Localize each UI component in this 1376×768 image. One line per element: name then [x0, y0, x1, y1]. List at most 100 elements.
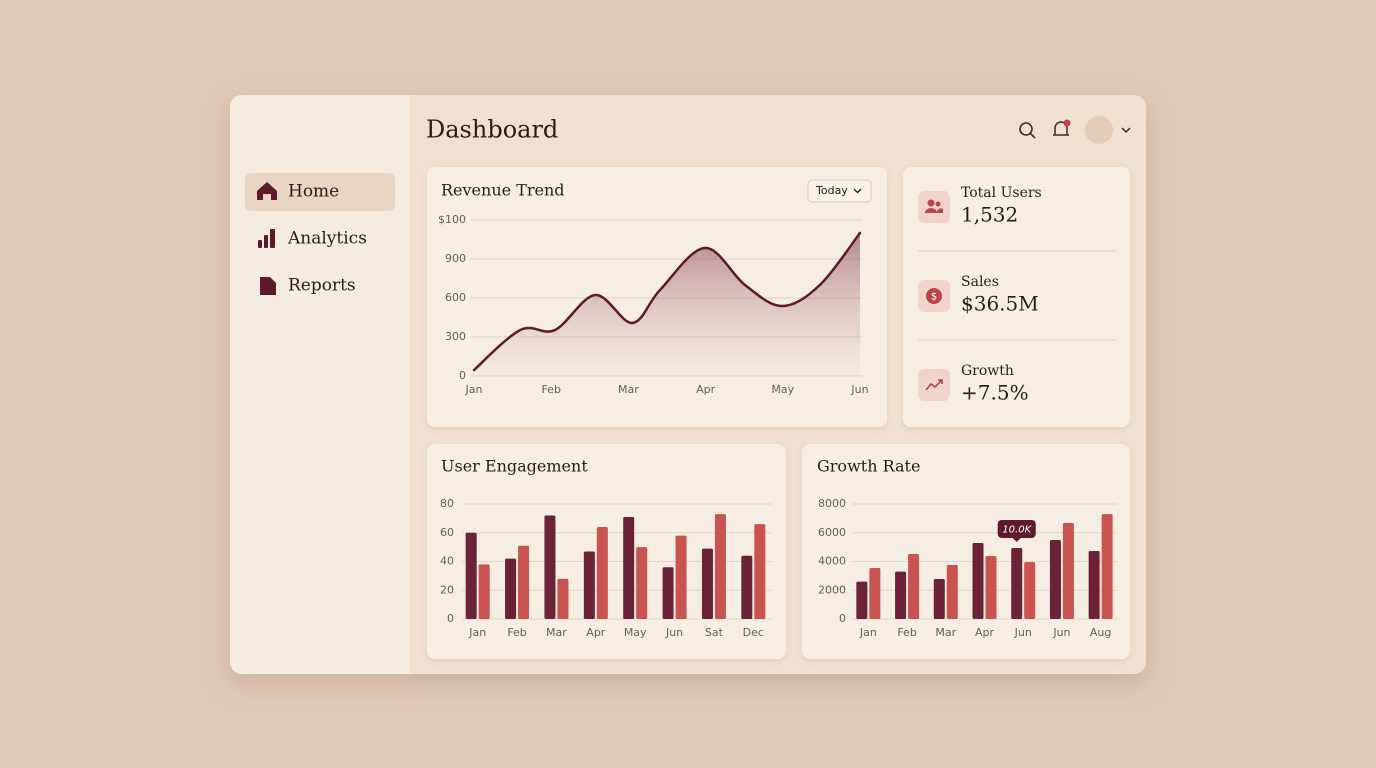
area-fill [474, 233, 860, 376]
bar [544, 515, 556, 619]
svg-text:$: $ [931, 292, 937, 303]
bar [1101, 514, 1113, 619]
stat-label: Growth [961, 363, 1014, 379]
y-tick-label: 0 [447, 612, 454, 625]
x-tick-label: Apr [586, 626, 606, 639]
bar [856, 581, 868, 619]
y-tick-label: 0 [839, 612, 846, 625]
tooltip [997, 519, 1036, 538]
dropdown-label[interactable]: Today [815, 184, 848, 197]
x-tick-label: Mar [546, 626, 567, 639]
nav-item[interactable]: Analytics [287, 229, 367, 249]
bar [1024, 562, 1036, 619]
bar [869, 567, 881, 619]
x-tick-label: Sat [705, 626, 724, 639]
y-tick-label: 300 [445, 330, 466, 343]
card [802, 444, 1130, 659]
home-icon [257, 182, 277, 200]
analytics-icon [258, 229, 275, 248]
y-tick-label: 0 [459, 369, 466, 382]
nav-active[interactable] [245, 173, 395, 211]
bar [478, 564, 490, 619]
stat-label: Total Users [961, 185, 1042, 201]
bar [675, 535, 687, 619]
x-tick-label: Jun [850, 383, 868, 396]
stat-value: $36.5M [961, 292, 1039, 316]
card [903, 167, 1130, 427]
bar [1011, 547, 1023, 619]
y-tick-label: $100 [438, 213, 466, 226]
x-tick-label: Jan [468, 626, 486, 639]
stat-value: +7.5% [961, 381, 1029, 405]
bar [557, 578, 569, 619]
stat-sales: $ Sales $36.5M [918, 274, 1039, 316]
x-tick-label: Jun [1052, 626, 1070, 639]
x-tick-label: May [771, 383, 794, 396]
y-tick-label: 60 [440, 526, 454, 539]
y-tick-label: 2000 [818, 583, 846, 596]
y-tick-label: 80 [440, 497, 454, 510]
bar [985, 556, 997, 619]
bar [1088, 551, 1100, 619]
chart-title: Growth Rate [817, 457, 920, 476]
stat-growth: Growth +7.5% [918, 363, 1029, 405]
tooltip-label: 10.0K [1002, 524, 1032, 535]
bell-icon[interactable] [1053, 119, 1071, 136]
bar [946, 564, 958, 619]
x-tick-label: Apr [975, 626, 995, 639]
y-tick-label: 600 [445, 291, 466, 304]
y-tick-label: 8000 [818, 497, 846, 510]
line [472, 231, 862, 372]
bar [895, 571, 907, 619]
y-tick-label: 900 [445, 252, 466, 265]
x-tick-label: Feb [897, 626, 916, 639]
bar [754, 524, 766, 619]
bar [1062, 522, 1074, 619]
x-tick-label: Jun [1014, 626, 1032, 639]
x-tick-label: Mar [618, 383, 639, 396]
x-tick-label: Feb [541, 383, 560, 396]
stat-users: Total Users 1,532 [918, 185, 1042, 227]
x-tick-label: Jan [859, 626, 877, 639]
bar [623, 516, 635, 619]
x-tick-label: Aug [1090, 626, 1111, 639]
stat-label: Sales [961, 274, 999, 290]
x-tick-label: Jun [665, 626, 683, 639]
bar [636, 547, 648, 619]
avatar[interactable] [1085, 116, 1113, 144]
nav-item[interactable]: Home [288, 182, 339, 202]
bar [1049, 539, 1061, 619]
stat-value: 1,532 [961, 203, 1018, 227]
x-tick-label: Mar [935, 626, 956, 639]
bar [972, 542, 984, 619]
dropdown[interactable] [807, 179, 872, 203]
bar [908, 554, 920, 619]
y-tick-label: 4000 [818, 555, 846, 568]
bar [518, 545, 530, 619]
x-tick-label: Apr [696, 383, 716, 396]
bar [741, 555, 753, 619]
x-tick-label: Dec [743, 626, 764, 639]
x-tick-label: Jan [465, 383, 483, 396]
dropdown-chevron [853, 188, 862, 194]
chart-title: User Engagement [441, 457, 588, 476]
bar [596, 527, 608, 619]
search-icon[interactable] [1019, 122, 1036, 139]
nav-item[interactable]: Reports [288, 276, 356, 296]
bar [505, 558, 517, 619]
y-tick-label: 40 [440, 555, 454, 568]
tooltip-pointer [1012, 537, 1021, 542]
avatar-chevron[interactable] [1121, 127, 1131, 134]
bar [701, 548, 713, 619]
chart-title: Revenue Trend [441, 181, 565, 200]
y-tick-label: 6000 [818, 526, 846, 539]
x-tick-label: Feb [507, 626, 526, 639]
y-tick-label: 20 [440, 583, 454, 596]
page-title: Dashboard [426, 116, 558, 144]
reports-icon [260, 277, 276, 295]
bar [583, 551, 595, 619]
bar [662, 567, 674, 619]
bar [714, 514, 726, 619]
